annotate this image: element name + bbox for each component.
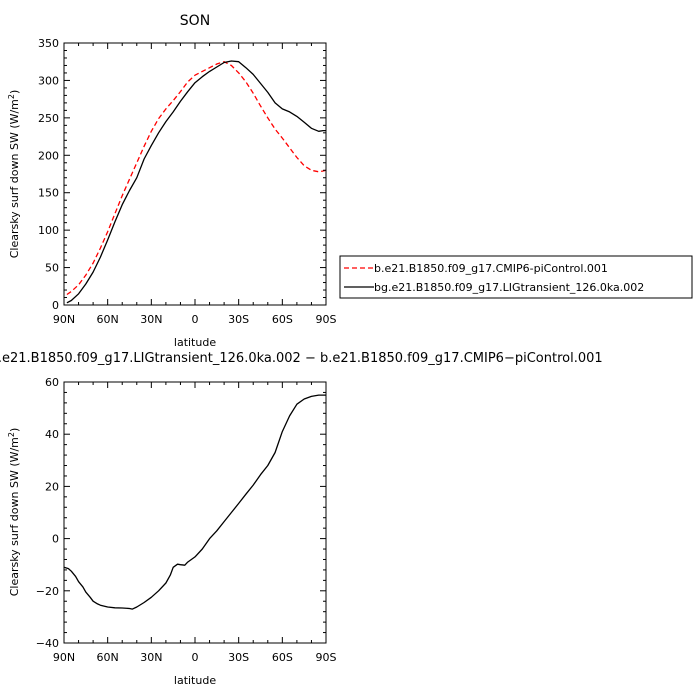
- top-xtick-label: 60N: [97, 313, 119, 326]
- bottom-panel: bg.e21.B1850.f09_g17.LIGtransient_126.0k…: [0, 351, 603, 687]
- bottom-xtick-label: 90N: [53, 651, 75, 664]
- top-panel-title: SON: [180, 13, 210, 29]
- bottom-panel-xlabel: latitude: [174, 674, 216, 687]
- top-ytick-label: 350: [38, 37, 59, 50]
- top-xtick-label: 90N: [53, 313, 75, 326]
- bottom-panel-title: bg.e21.B1850.f09_g17.LIGtransient_126.0k…: [0, 351, 603, 366]
- top-xtick-label: 30N: [140, 313, 162, 326]
- bottom-ytick-label: 0: [52, 533, 59, 546]
- top-xtick-label: 30S: [228, 313, 249, 326]
- top-panel-xlabel: latitude: [174, 336, 216, 349]
- bottom-ytick-label: −20: [36, 585, 59, 598]
- top-ytick-label: 0: [52, 299, 59, 312]
- bottom-xtick-label: 30S: [228, 651, 249, 664]
- top-xtick-label: 0: [192, 313, 199, 326]
- bottom-xtick-label: 90S: [316, 651, 337, 664]
- top-panel-ticks: 90N 60N 30N 0 30S 60S 90S 0 50 100 150 200 250 300 350: [38, 37, 337, 326]
- top-ytick-label: 150: [38, 187, 59, 200]
- top-series-line-2: [66, 60, 326, 304]
- bottom-panel-ylabel: Clearsky surf down SW (W/m2): [7, 428, 21, 597]
- legend-label-series-2: bg.e21.B1850.f09_g17.LIGtransient_126.0k…: [374, 281, 644, 294]
- bottom-ytick-label: 60: [45, 376, 59, 389]
- bottom-ytick-label: −40: [36, 637, 59, 650]
- bottom-xtick-label: 0: [192, 651, 199, 664]
- top-ytick-label: 300: [38, 74, 59, 87]
- top-ytick-label: 50: [45, 262, 59, 275]
- top-panel: SON 90N 60N 30N 0 30S 60S 90S 0 50 100 150 200 250 30…: [7, 13, 337, 349]
- bottom-ytick-label: 40: [45, 428, 59, 441]
- top-panel-series: [66, 60, 327, 304]
- top-ytick-label: 250: [38, 112, 59, 125]
- bottom-series-line-1: [63, 394, 326, 610]
- top-ytick-label: 100: [38, 224, 59, 237]
- bottom-panel-ticks: 90N 60N 30N 0 30S 60S 90S −40 −20 0 20 40 60: [36, 376, 337, 664]
- legend-label-series-1: b.e21.B1850.f09_g17.CMIP6-piControl.001: [374, 262, 608, 275]
- legend: b.e21.B1850.f09_g17.CMIP6-piControl.001 …: [339, 255, 693, 299]
- bottom-xtick-label: 30N: [140, 651, 162, 664]
- legend-box: [339, 255, 693, 299]
- bottom-ytick-label: 20: [45, 480, 59, 493]
- top-panel-ylabel: Clearsky surf down SW (W/m2): [7, 90, 21, 259]
- bottom-xtick-label: 60S: [272, 651, 293, 664]
- top-xtick-label: 90S: [316, 313, 337, 326]
- top-series-line-1: [66, 61, 327, 296]
- top-ytick-label: 200: [38, 149, 59, 162]
- bottom-xtick-label: 60N: [97, 651, 119, 664]
- top-xtick-label: 60S: [272, 313, 293, 326]
- bottom-panel-series: [63, 394, 326, 610]
